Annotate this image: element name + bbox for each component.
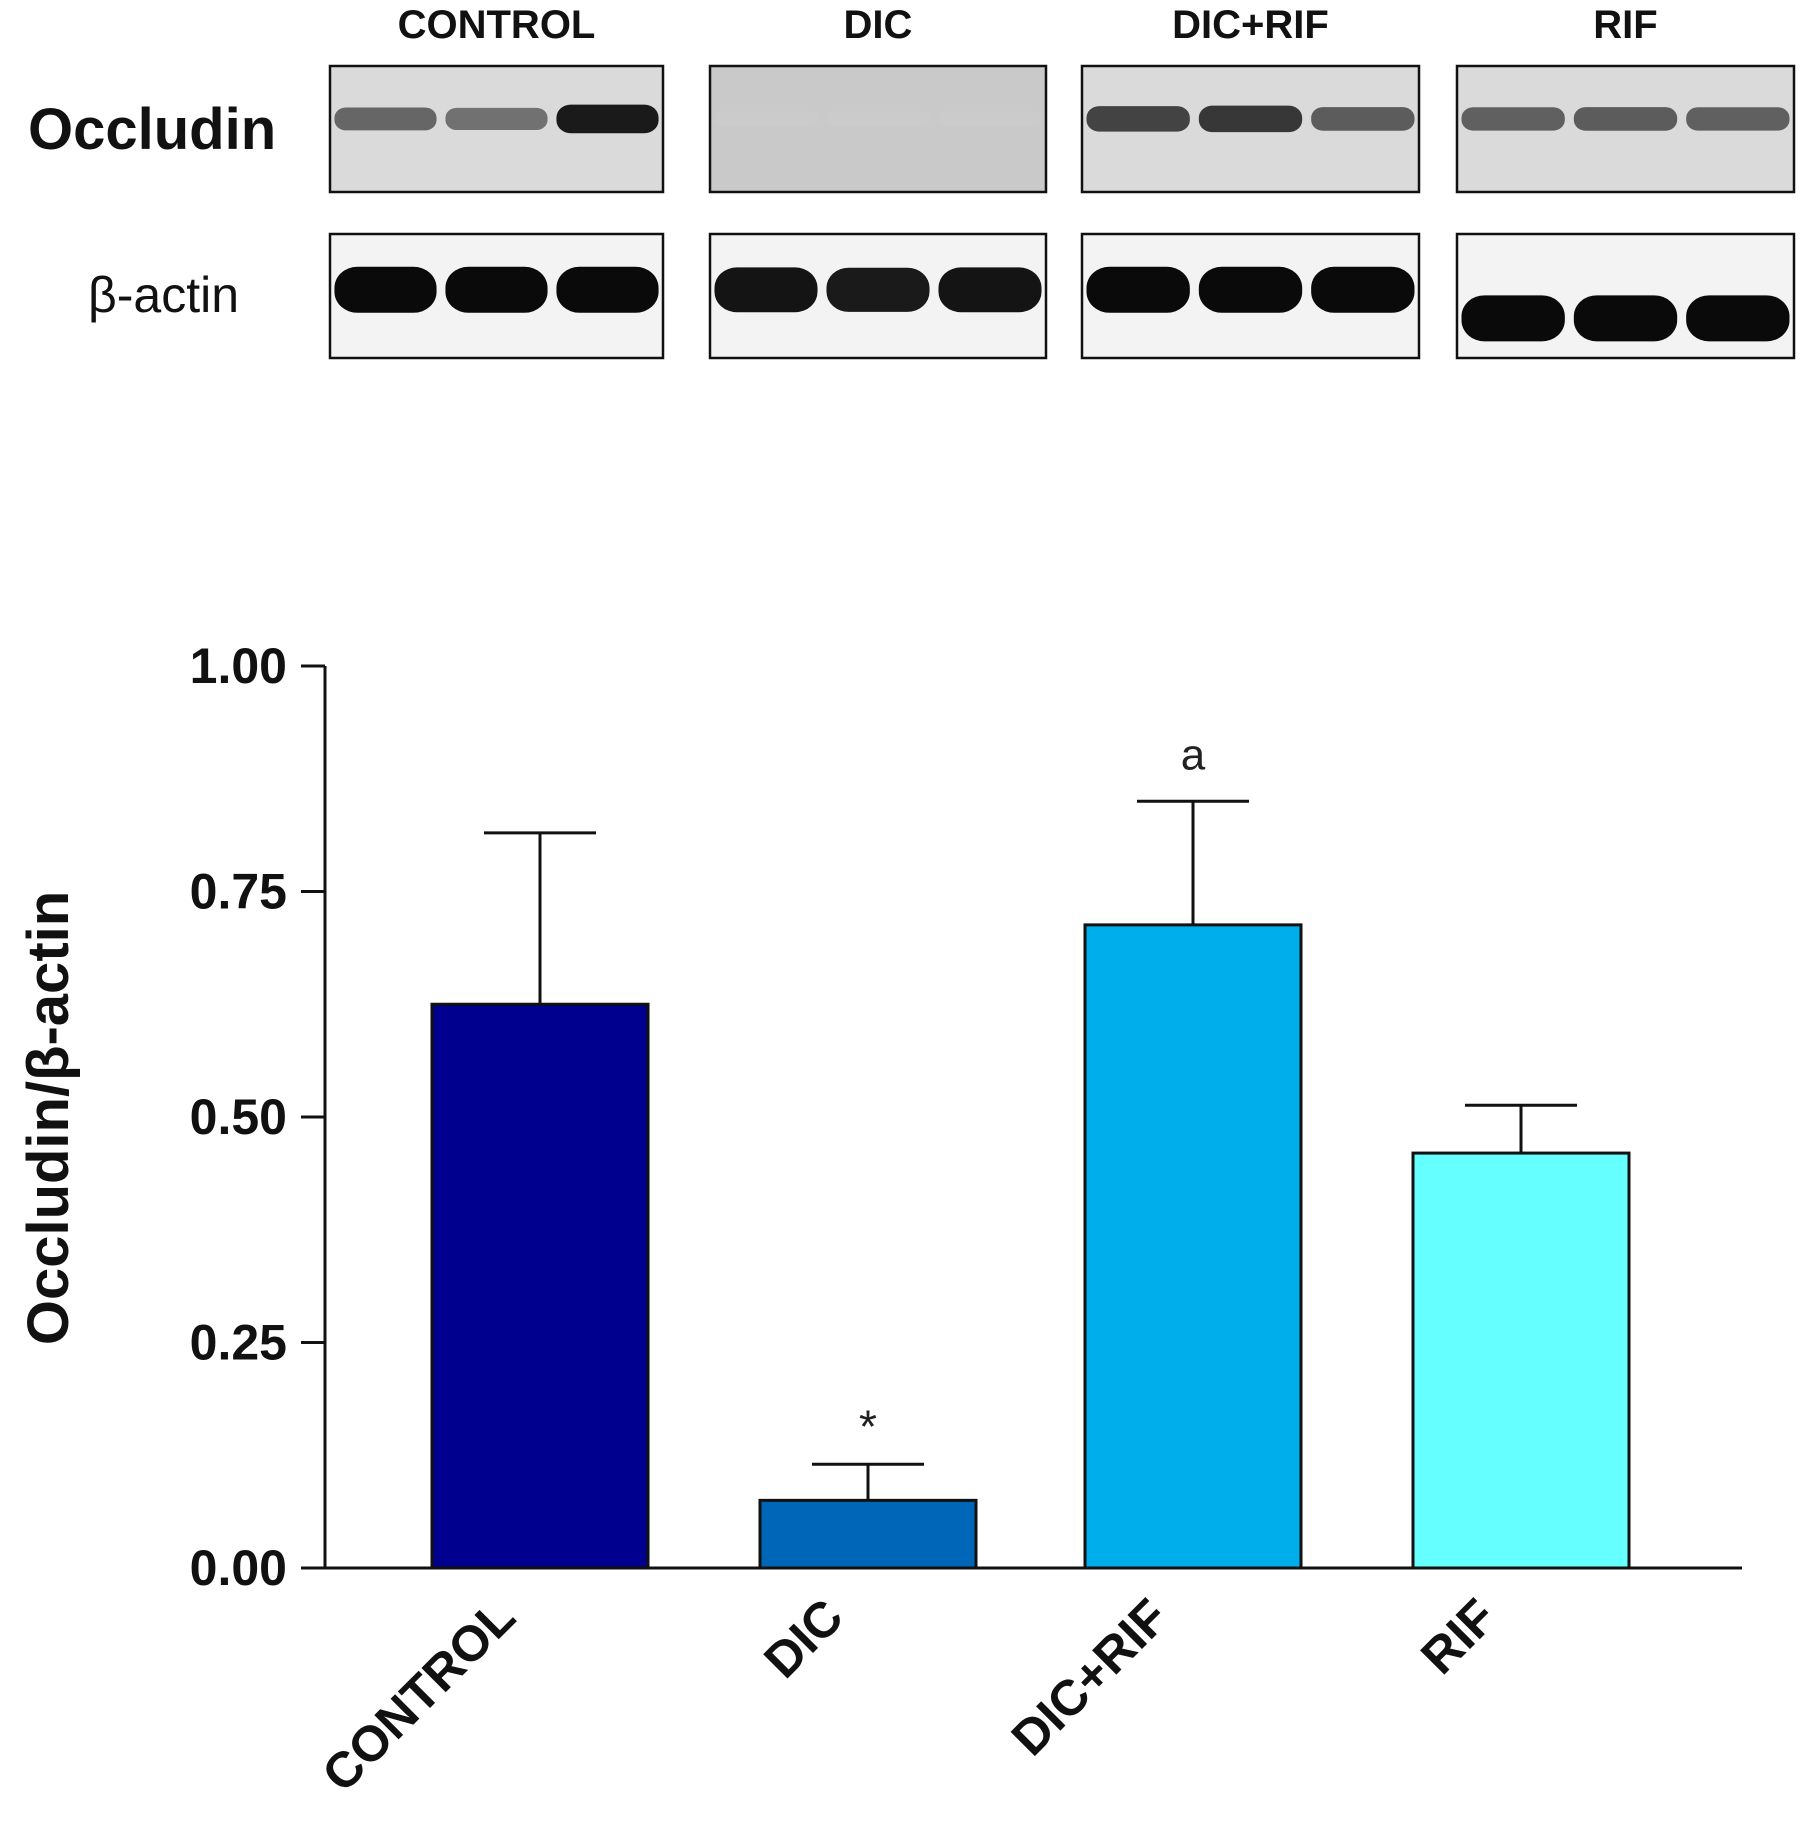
significance-marker-dic: * <box>859 1400 877 1452</box>
x-tick-label-rif: RIF <box>1410 1588 1507 1685</box>
blot-band <box>334 266 437 313</box>
blot-band <box>1086 106 1190 132</box>
blot-band <box>1461 295 1565 342</box>
bars: *a <box>430 730 1631 1570</box>
y-axis-title: Occludin/β-actin <box>16 891 81 1345</box>
blot-band <box>1461 107 1565 131</box>
blot-band <box>826 267 930 312</box>
bar-rif <box>1411 1151 1631 1570</box>
blot-band <box>1198 105 1303 133</box>
y-tick-label: 0.00 <box>190 1540 287 1596</box>
blot-band <box>1198 266 1303 313</box>
blot-group-label-dic-rif: DIC+RIF <box>1172 3 1329 47</box>
y-tick-label: 1.00 <box>190 638 287 694</box>
bar-chart: Occludin/β-actin *a 0.000.250.500.751.00… <box>16 638 1742 1803</box>
bar-dic <box>758 1498 978 1570</box>
blot-band <box>445 266 548 313</box>
blot-panel-occludin-dic <box>708 64 1048 194</box>
x-tick-label-dic-rif: DIC+RIF <box>1001 1588 1179 1766</box>
blot-band <box>556 266 659 313</box>
blot-band <box>938 111 1042 127</box>
blot-band <box>1086 266 1190 313</box>
blot-row-label-occludin: Occludin <box>28 97 276 162</box>
bar-control <box>430 1002 650 1570</box>
significance-marker-dic-rif: a <box>1181 730 1206 779</box>
blot-row-label-beta-actin: β-actin <box>88 267 239 323</box>
x-tick-label-control: CONTROL <box>311 1588 525 1802</box>
blot-group-label-rif: RIF <box>1593 3 1657 47</box>
blot-band <box>445 107 548 130</box>
blot-band <box>556 104 659 134</box>
blot-band <box>1686 107 1790 131</box>
western-blot-panel: CONTROL DIC DIC+RIF RIF Occludin β-actin <box>28 3 1796 360</box>
blot-band <box>826 111 930 127</box>
blot-band <box>714 267 818 313</box>
blot-band <box>1311 266 1415 313</box>
blot-band <box>1573 295 1678 342</box>
bar-dic-rif <box>1083 923 1303 1570</box>
blot-band <box>334 107 437 131</box>
x-tick-label-dic: DIC <box>753 1588 853 1688</box>
y-tick-label: 0.50 <box>190 1089 287 1145</box>
blot-band <box>938 267 1042 313</box>
blot-band <box>1686 295 1790 342</box>
blot-band <box>1573 107 1678 131</box>
blot-band <box>714 111 818 127</box>
y-tick-label: 0.75 <box>190 864 287 920</box>
blot-band <box>1311 107 1415 131</box>
blot-group-label-dic: DIC <box>844 3 913 47</box>
y-tick-label: 0.25 <box>190 1315 287 1371</box>
blot-group-label-control: CONTROL <box>398 3 596 47</box>
